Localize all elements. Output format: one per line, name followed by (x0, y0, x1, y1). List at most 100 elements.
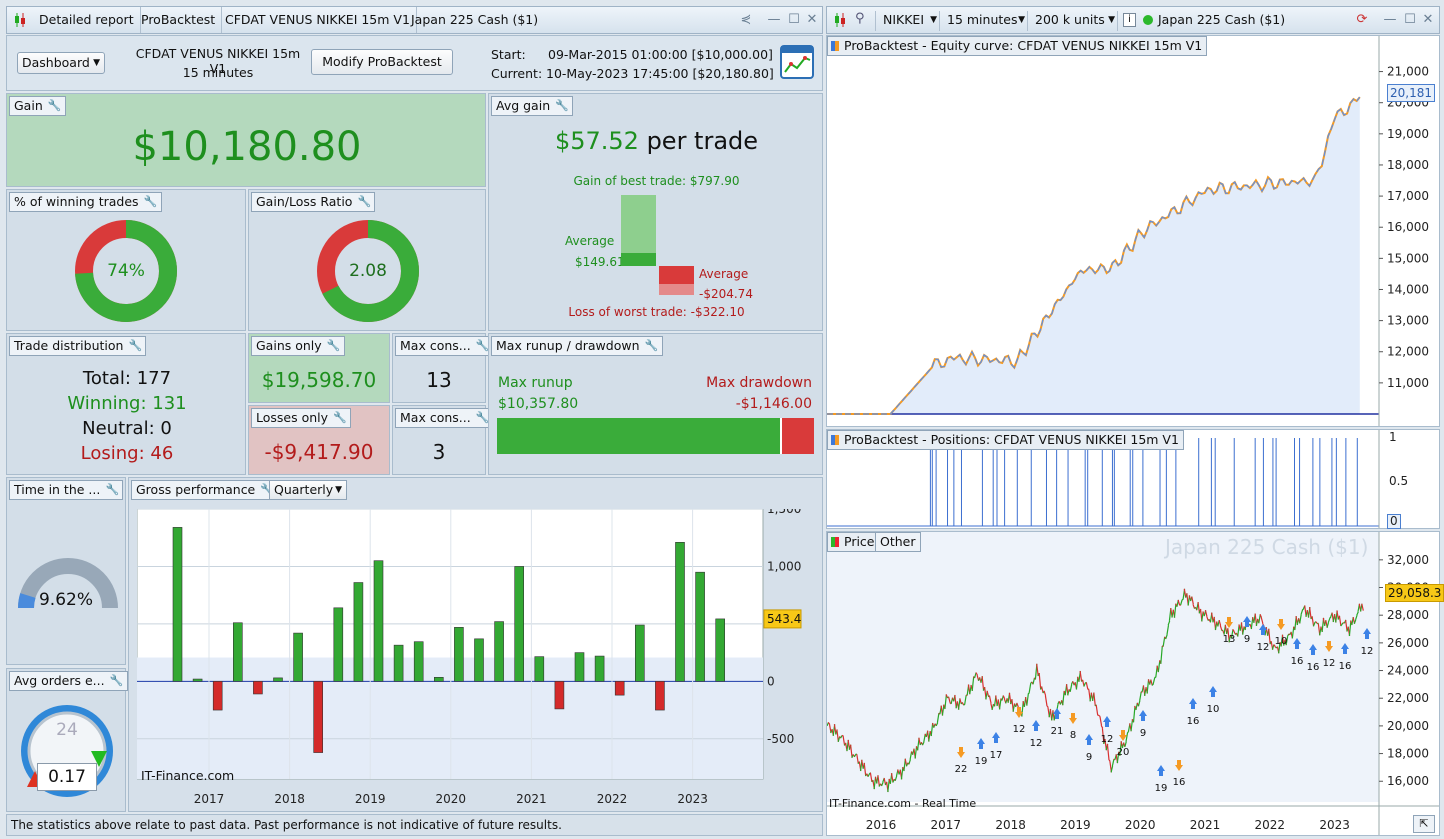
candle (881, 781, 884, 787)
best-trade-bar (621, 195, 656, 253)
wrench-icon[interactable]: 🔧 (326, 339, 341, 352)
buy-arrow (977, 738, 985, 749)
bar (233, 622, 243, 682)
signal-label: 10 (1207, 704, 1220, 715)
candle (1100, 725, 1104, 729)
instrument-label: NIKKEI (883, 12, 925, 27)
instrument-title: Japan 225 Cash ($1) (1158, 12, 1286, 27)
buy-arrow (1243, 616, 1251, 627)
price-chart: 32,00030,00028,00026,00024,00022,00020,0… (827, 532, 1439, 835)
bar (594, 655, 605, 682)
wrench-icon[interactable]: 🔧 (47, 99, 62, 112)
gain-value: $10,180.80 (132, 124, 362, 170)
bar (494, 621, 504, 682)
gross-performance-chart: 1,5001,0005000-5002017201820192020202120… (137, 509, 802, 806)
winning-trades-panel: % of winning trades 🔧 74% (6, 189, 246, 331)
wrench-icon[interactable]: 🔧 (143, 195, 158, 208)
candle (1230, 629, 1234, 639)
winning-donut (75, 220, 177, 322)
candle (1021, 701, 1024, 717)
candle (1336, 610, 1339, 620)
candle (1146, 679, 1150, 694)
dashboard-dropdown[interactable]: Dashboard ▼ (17, 52, 105, 74)
candle (1106, 743, 1110, 760)
tab-instrument[interactable]: Japan 225 Cash ($1) (411, 12, 539, 27)
maximize-icon[interactable]: ☐ (788, 12, 800, 27)
avg-gain-title-text: Avg gain (496, 98, 551, 113)
current-label: Current: (491, 66, 543, 81)
distribution-title-text: Trade distribution (14, 338, 124, 353)
disclaimer: The statistics above relate to past data… (6, 814, 823, 836)
candle (1027, 692, 1030, 695)
instrument-selector[interactable]: NIKKEI ▼ (879, 7, 937, 33)
refresh-icon[interactable]: ⟳ (1356, 12, 1368, 27)
positions-title: ProBacktest - Positions: CFDAT VENUS NIK… (827, 430, 1184, 450)
close-icon[interactable]: ✕ (1422, 12, 1434, 27)
bar (433, 677, 444, 682)
candle (930, 722, 934, 737)
signal-label: 19 (975, 756, 988, 767)
bar (273, 677, 283, 682)
minimize-icon[interactable]: — (1383, 12, 1397, 27)
x-tick-label: 2019 (355, 792, 386, 806)
wrench-icon[interactable]: 🔧 (109, 674, 124, 687)
timeframe-selector[interactable]: 15 minutes ▼ (943, 7, 1025, 33)
price-tick-label: 26,000 (1387, 636, 1429, 650)
winning-label: Winning: (67, 393, 147, 414)
time-in-market-value: 9.62% (38, 590, 93, 610)
gains-only-title-text: Gains only (256, 338, 322, 353)
candle (1111, 759, 1115, 767)
price-other-tab[interactable]: Other (875, 532, 921, 552)
maximize-icon[interactable]: ☐ (1404, 12, 1416, 27)
drawdown-bar (782, 418, 814, 454)
wrench-icon[interactable]: 🔧 (357, 195, 372, 208)
losing-label: Losing: (80, 443, 145, 464)
wrench-icon[interactable]: 🔧 (555, 99, 569, 112)
tab-probacktest[interactable]: ProBacktest (135, 7, 223, 33)
close-icon[interactable]: ✕ (806, 12, 818, 27)
tab-detailed-report[interactable]: Detailed report (33, 7, 141, 33)
wrench-icon[interactable]: 🔧 (475, 411, 490, 424)
total-trades: Total: 177 (7, 368, 247, 389)
runup-title: Max runup / drawdown 🔧 (491, 336, 663, 356)
price-x-tick-label: 2021 (1190, 818, 1221, 832)
candle (836, 729, 839, 742)
share-icon[interactable]: ⋞ (740, 12, 752, 27)
start-label: Start: (491, 47, 526, 62)
link-icon[interactable]: ⚲ (855, 11, 865, 26)
candle (1108, 758, 1111, 762)
modify-probacktest-button[interactable]: Modify ProBacktest (311, 49, 453, 75)
bar (454, 627, 464, 682)
period-label: Quarterly (274, 482, 334, 497)
wrench-icon[interactable]: 🔧 (128, 339, 143, 352)
buy-arrow (1053, 708, 1061, 719)
bar (675, 542, 685, 682)
candle (842, 735, 846, 746)
max-cons-loss-title: Max cons... 🔧 (395, 408, 494, 428)
signal-label: 13 (1223, 634, 1236, 645)
report-settings-icon[interactable] (779, 44, 815, 80)
candle (1099, 716, 1103, 726)
candle (1180, 599, 1183, 606)
units-selector[interactable]: 200 k units ▼ (1031, 7, 1115, 33)
equity-current: 20,181 (1387, 84, 1435, 102)
info-icon[interactable]: i (1123, 13, 1136, 27)
candle (890, 773, 894, 783)
sell-arrow (1069, 713, 1077, 724)
tab-system[interactable]: CFDAT VENUS NIKKEI 15m V1 (219, 7, 417, 33)
wrench-icon[interactable]: 🔧 (644, 339, 659, 352)
candle (1028, 683, 1032, 693)
wrench-icon[interactable]: 🔧 (333, 411, 347, 424)
wrench-icon[interactable]: 🔧 (105, 483, 120, 496)
candle (1291, 626, 1295, 639)
minimize-icon[interactable]: — (767, 12, 781, 27)
buy-arrow (1103, 716, 1111, 727)
candle (1002, 695, 1006, 700)
expand-icon[interactable]: ⇱ (1413, 815, 1435, 833)
period-dropdown[interactable]: Quarterly ▼ (269, 480, 347, 500)
wrench-icon[interactable]: 🔧 (475, 339, 490, 352)
runup-value: $10,357.80 (498, 396, 579, 412)
drawdown-value: -$1,146.00 (735, 396, 812, 412)
price-tick-label: 20,000 (1387, 719, 1429, 733)
candle (1044, 695, 1048, 706)
